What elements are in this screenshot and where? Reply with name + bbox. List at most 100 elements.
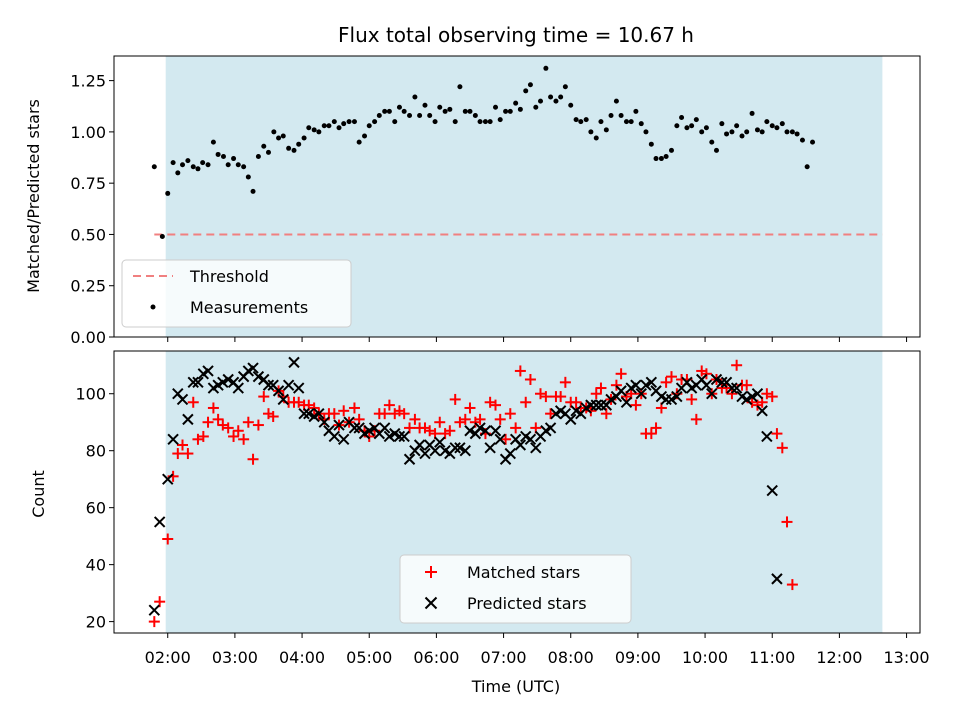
measurement-point [779,121,785,127]
measurement-point [372,119,378,125]
matched-star-point [398,408,410,420]
measurement-point [764,119,770,125]
predicted-legend-label: Predicted stars [467,594,587,613]
matched-star-point [154,596,166,608]
matched-star-point [383,399,395,411]
matched-star-point [504,408,516,420]
matched-star-point [514,365,526,377]
predicted-star-point [590,399,602,411]
matched-star-point [242,416,254,428]
measurement-point [739,133,745,139]
matched-star-point [328,408,340,420]
measurement-point [200,160,206,166]
top-y-tick-label: 1.00 [70,123,106,142]
matched-star-point [510,422,522,434]
bottom-x-tick-label: 05:00 [346,648,392,667]
measurement-point [442,108,448,114]
predicted-star-point [751,388,764,400]
predicted-star-point [272,385,285,397]
matched-star-point [585,405,597,417]
predicted-star-point [635,388,647,400]
top-panel: 0.00 0.25 0.50 0.75 1.00 1.25 Matched/Predict… [24,55,921,347]
matched-star-point [595,382,607,394]
x-axis-label: Time (UTC) [471,677,560,696]
predicted-star-point [333,419,345,431]
matched-star-point [464,402,476,414]
predicted-star-point [710,373,723,386]
matched-star-point [238,433,250,445]
measurement-point [407,112,413,118]
predicted-star-point [544,422,557,434]
predicted-star-point [148,604,161,616]
measurement-point [291,147,297,153]
predicted-star-point [262,379,275,391]
measurement-point [497,117,503,123]
predicted-star-point [318,416,330,428]
measurement-point [709,139,715,145]
predicted-star-point [761,430,773,443]
matched-star-point [348,402,360,414]
measurement-point [648,141,654,147]
matched-star-point [520,396,532,408]
matched-star-point [148,616,160,628]
predicted-star-point [222,373,234,386]
predicted-star-point [202,365,214,377]
bottom-y-tick-label: 100 [75,385,106,404]
predicted-star-point [167,433,179,446]
bottom-x-tick-label: 12:00 [816,648,862,667]
predicted-star-point [413,439,426,451]
matched-stars-points [148,359,798,628]
matched-star-point [258,391,270,403]
measurement-point [235,162,241,168]
measurement-point [386,108,392,114]
matched-star-point [177,439,189,451]
predicted-star-point [378,422,391,434]
matched-star-point [721,382,733,394]
measurement-point [533,104,539,110]
predicted-stars-points [148,356,783,616]
top-legend: Threshold Measurements [121,259,352,328]
measurement-point [165,190,171,196]
measurement-point [452,119,458,125]
predicted-star-point [706,388,718,400]
measurement-point [241,164,247,170]
matched-star-point [524,373,536,385]
predicted-star-point [484,442,496,454]
measurement-point [774,125,780,131]
bottom-x-ticks: 02:00 03:00 04:00 05:00 06:00 07:00 08:00 09:00… [145,633,930,667]
measurement-point [427,112,433,118]
bottom-x-tick-label: 07:00 [481,648,527,667]
predicted-star-point [192,376,204,389]
measurement-point [462,108,468,114]
measurement-point [159,233,165,239]
predicted-star-point [363,425,375,437]
predicted-star-point [504,447,516,460]
top-y-tick-label: 1.25 [70,72,106,91]
measurement-point [703,125,709,131]
measurement-point [210,139,216,145]
measurement-point [487,119,493,125]
measurement-point [789,129,795,135]
measurement-point [608,112,614,118]
matched-star-point [545,408,557,420]
predicted-star-point [700,379,713,391]
measurement-point [220,154,226,160]
measurement-point [215,151,221,157]
bottom-y-ticks: 20 40 60 80 100 [75,385,114,632]
predicted-star-point [252,370,265,383]
predicted-star-point [766,484,778,497]
measurement-point [401,108,407,114]
measurement-point [231,156,237,162]
measurement-point [749,110,755,116]
predicted-star-point [771,573,783,585]
measurement-point [276,135,282,141]
measurement-point [729,129,735,135]
matched-star-point [726,388,738,400]
predicted-star-point [182,413,194,426]
measurement-point [538,98,544,104]
measurement-point [326,123,332,129]
predicted-star-point [176,393,189,406]
matched-legend-label: Matched stars [467,563,580,582]
predicted-star-point [313,407,325,420]
matched-star-point [459,413,471,425]
